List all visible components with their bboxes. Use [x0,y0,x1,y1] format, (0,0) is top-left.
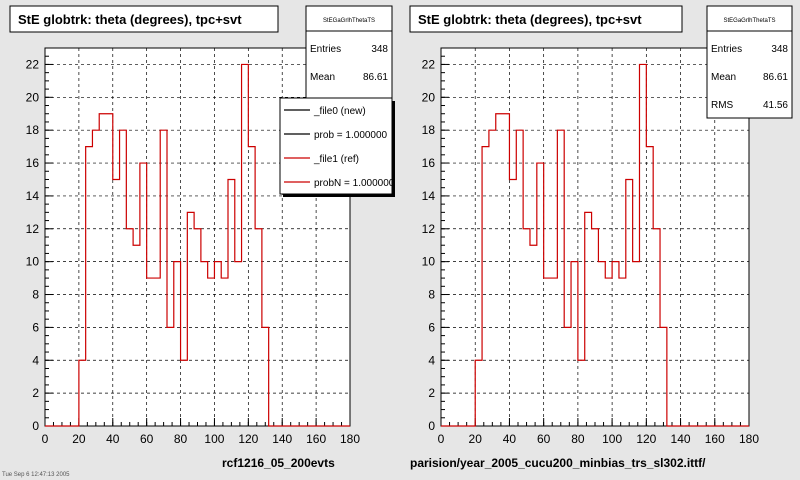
stats-value: 348 [771,44,788,55]
x-tick-label: 140 [671,432,691,446]
y-tick-label: 6 [428,320,435,334]
stats-label: RMS [711,100,734,111]
legend-label: _file0 (new) [313,106,366,117]
y-tick-label: 2 [32,386,39,400]
histogram-series-line [45,63,350,427]
stats-value: 86.61 [763,72,788,83]
y-tick-label: 8 [32,288,39,302]
legend-label: probN = 1.000000 [314,178,395,189]
y-tick-label: 10 [422,255,436,269]
y-tick-label: 16 [26,156,40,170]
x-tick-label: 0 [42,432,49,446]
x-tick-label: 120 [636,432,656,446]
x-tick-label: 0 [438,432,445,446]
stats-label: Entries [711,44,742,55]
x-tick-label: 180 [739,432,759,446]
y-tick-label: 6 [32,320,39,334]
x-tick-label: 20 [72,432,86,446]
x-tick-label: 40 [106,432,120,446]
y-tick-label: 8 [428,288,435,302]
stats-value: 41.56 [763,100,788,111]
x-tick-label: 20 [469,432,483,446]
legend-label: _file1 (ref) [313,154,359,165]
y-tick-label: 2 [428,386,435,400]
y-tick-label: 12 [422,222,436,236]
title-box [9,5,279,33]
y-tick-label: 0 [428,419,435,433]
y-tick-label: 18 [422,123,436,137]
y-tick-label: 16 [422,156,436,170]
legend-label: prob = 1.000000 [314,130,388,141]
stats-name: StEGaGrlhThetaTS [723,18,775,24]
x-tick-label: 120 [238,432,258,446]
y-tick-label: 22 [422,57,436,71]
x-tick-label: 140 [272,432,292,446]
y-tick-label: 4 [32,353,39,367]
x-tick-label: 160 [705,432,725,446]
stats-label: Entries [310,44,341,55]
x-tick-label: 180 [340,432,360,446]
y-tick-label: 4 [428,353,435,367]
x-tick-label: 40 [503,432,517,446]
x-tick-label: 60 [140,432,154,446]
y-tick-label: 12 [26,222,40,236]
y-tick-label: 18 [26,123,40,137]
x-tick-label: 160 [306,432,326,446]
y-tick-label: 10 [26,255,40,269]
histogram-series-line [441,63,749,427]
y-tick-label: 14 [422,189,436,203]
y-tick-label: 20 [422,90,436,104]
panel-footnote: Tue Sep 6 12:47:13 2005 [2,472,70,478]
stats-value: 86.61 [363,72,388,83]
y-tick-label: 0 [32,419,39,433]
y-tick-label: 14 [26,189,40,203]
x-tick-label: 100 [602,432,622,446]
panel-title: StE globtrk: theta (degrees), tpc+svt [418,12,642,27]
stats-label: Mean [711,72,736,83]
plot-area [440,47,750,427]
stats-box [706,5,793,119]
right-histogram-panel: 0 20 40 60 80 100 120 140 160 180 0 2 4 6 8 10 12 14 16 18 2… [409,5,793,470]
y-tick-label: 22 [26,57,40,71]
x-tick-label: 100 [204,432,224,446]
x-tick-label: 80 [174,432,188,446]
stats-label: Mean [310,72,335,83]
legend-box [279,97,393,195]
stats-name: StEGaGrlhThetaTS [323,18,375,24]
title-box [409,5,683,33]
panel-caption: parision/year_2005_cucu200_minbias_trs_s… [410,456,706,470]
y-tick-label: 20 [26,90,40,104]
x-tick-label: 80 [571,432,585,446]
panel-caption: rcf1216_05_200evts [222,456,335,470]
x-tick-label: 60 [537,432,551,446]
stats-value: 348 [371,44,388,55]
panel-title: StE globtrk: theta (degrees), tpc+svt [18,12,242,27]
left-histogram-panel: 0 20 40 60 80 100 120 140 160 180 0 2 4 6 8 10 12 14 16 18 2… [2,5,395,478]
